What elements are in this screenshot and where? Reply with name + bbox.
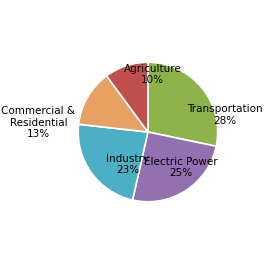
Text: Electric Power
25%: Electric Power 25%	[144, 157, 217, 178]
Text: Transportation
28%: Transportation 28%	[187, 105, 263, 126]
Wedge shape	[78, 124, 148, 200]
Wedge shape	[79, 76, 148, 132]
Text: Agriculture
10%: Agriculture 10%	[124, 64, 181, 85]
Text: Commercial &
Residential
13%: Commercial & Residential 13%	[1, 106, 76, 139]
Wedge shape	[107, 62, 148, 132]
Text: Industry
23%: Industry 23%	[106, 154, 149, 175]
Wedge shape	[133, 132, 216, 202]
Wedge shape	[148, 62, 218, 146]
